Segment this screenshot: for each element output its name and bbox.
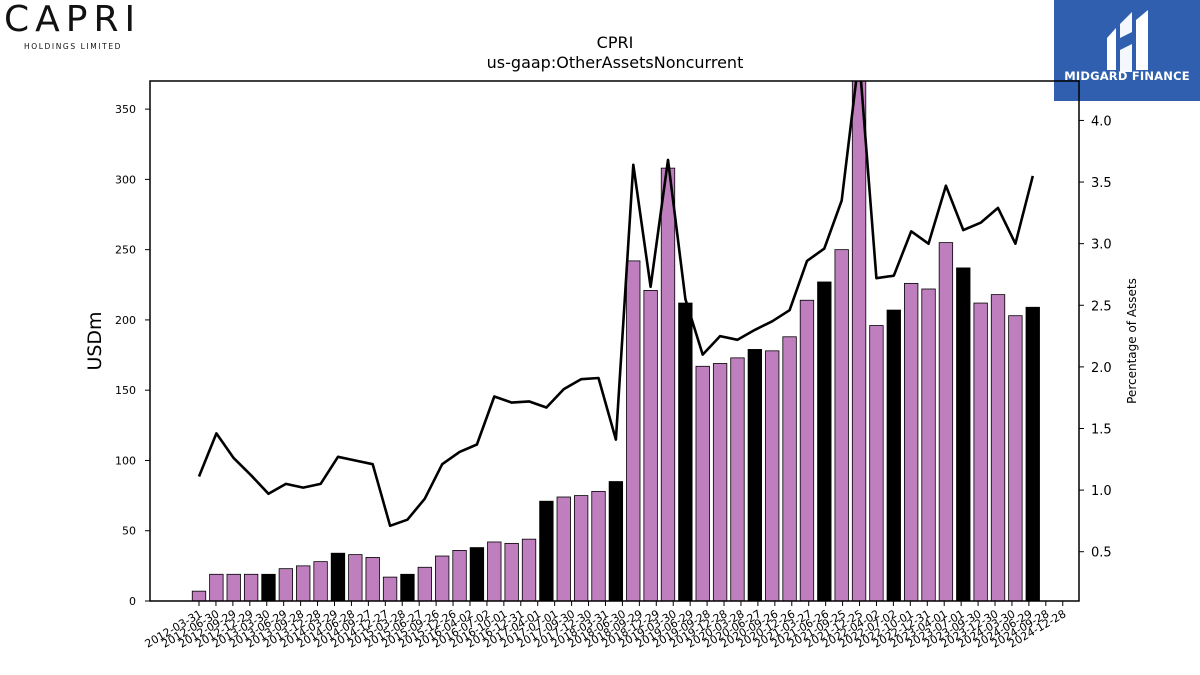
y-tick-label: 300 — [115, 173, 136, 186]
bar — [608, 481, 624, 601]
y-tick-label: 100 — [115, 454, 136, 467]
bar — [990, 294, 1006, 601]
bar — [956, 267, 971, 601]
midgard-logo-name: MIDGARD FINANCE — [1064, 69, 1190, 83]
y2-tick-label: 3.0 — [1091, 238, 1112, 253]
percentage-line — [197, 81, 1035, 528]
bar — [712, 363, 728, 601]
bar — [261, 573, 276, 601]
bar — [591, 490, 606, 601]
bar — [904, 282, 919, 601]
capri-logo-name: CAPRI — [4, 0, 142, 40]
y2-tick-label: 2.5 — [1091, 299, 1112, 314]
bar — [1025, 306, 1040, 601]
bar — [209, 573, 224, 601]
bar — [278, 568, 294, 601]
bar — [869, 325, 884, 601]
chart-title: CPRI — [597, 33, 634, 52]
bar — [851, 81, 867, 601]
y-tick-label: 50 — [122, 525, 136, 538]
line-layer — [197, 81, 1035, 528]
y2-axis-label: Percentage of Assets — [1125, 278, 1139, 404]
bar — [365, 557, 380, 601]
bar — [191, 590, 207, 601]
bar — [469, 547, 485, 601]
bar — [400, 573, 415, 601]
y-tick-label: 150 — [115, 384, 136, 397]
bar — [330, 552, 346, 601]
bar — [834, 249, 849, 601]
bar — [539, 500, 554, 601]
bar — [747, 349, 762, 601]
y2-tick-label: 4.0 — [1091, 114, 1112, 129]
bar — [487, 541, 502, 601]
bar — [382, 576, 398, 601]
bar — [678, 302, 693, 601]
bar — [452, 550, 467, 601]
bar — [556, 496, 571, 601]
bar — [973, 302, 988, 601]
bar — [765, 350, 780, 601]
y2-tick-label: 3.5 — [1091, 176, 1112, 191]
y2-tick-label: 0.5 — [1091, 546, 1112, 561]
bar — [573, 495, 589, 601]
bar — [782, 336, 797, 601]
bar — [695, 365, 710, 601]
bar — [226, 573, 241, 601]
bars-layer — [191, 81, 1040, 601]
chart-subtitle: us-gaap:OtherAssetsNoncurrent — [487, 53, 744, 72]
bar — [296, 565, 311, 601]
bar — [730, 357, 745, 601]
bar — [626, 260, 641, 601]
axes-layer: 0 50 100 150 200 250 300 350 0.5 1.0 1.5 2.0 2.5 3.0 3… — [115, 80, 1112, 651]
bar — [660, 167, 676, 601]
bar — [243, 573, 259, 601]
y2-tick-label: 1.5 — [1091, 422, 1112, 437]
bar — [521, 538, 537, 601]
bar — [799, 299, 815, 601]
y2-tick-label: 1.0 — [1091, 484, 1112, 499]
y-tick-label: 350 — [115, 103, 136, 116]
capri-logo-subtitle: HOLDINGS LIMITED — [24, 42, 123, 51]
y-tick-label: 0 — [129, 595, 136, 608]
midgard-m-mark-icon — [1107, 10, 1148, 72]
bar — [938, 242, 954, 601]
y2-tick-label: 2.0 — [1091, 361, 1112, 376]
bar — [417, 566, 432, 601]
y-tick-label: 250 — [115, 244, 136, 257]
bar — [921, 288, 936, 601]
capri-logo: CAPRI HOLDINGS LIMITED — [4, 2, 150, 54]
bar — [348, 554, 363, 601]
bar — [435, 555, 450, 601]
bar — [643, 290, 658, 601]
bar — [504, 542, 519, 601]
bar — [886, 309, 901, 601]
bar — [313, 561, 328, 601]
bar — [817, 281, 832, 601]
y-axis-label: USDm — [84, 311, 106, 370]
plot-frame — [149, 80, 1080, 602]
y-tick-label: 200 — [115, 314, 136, 327]
bar — [1008, 315, 1023, 601]
